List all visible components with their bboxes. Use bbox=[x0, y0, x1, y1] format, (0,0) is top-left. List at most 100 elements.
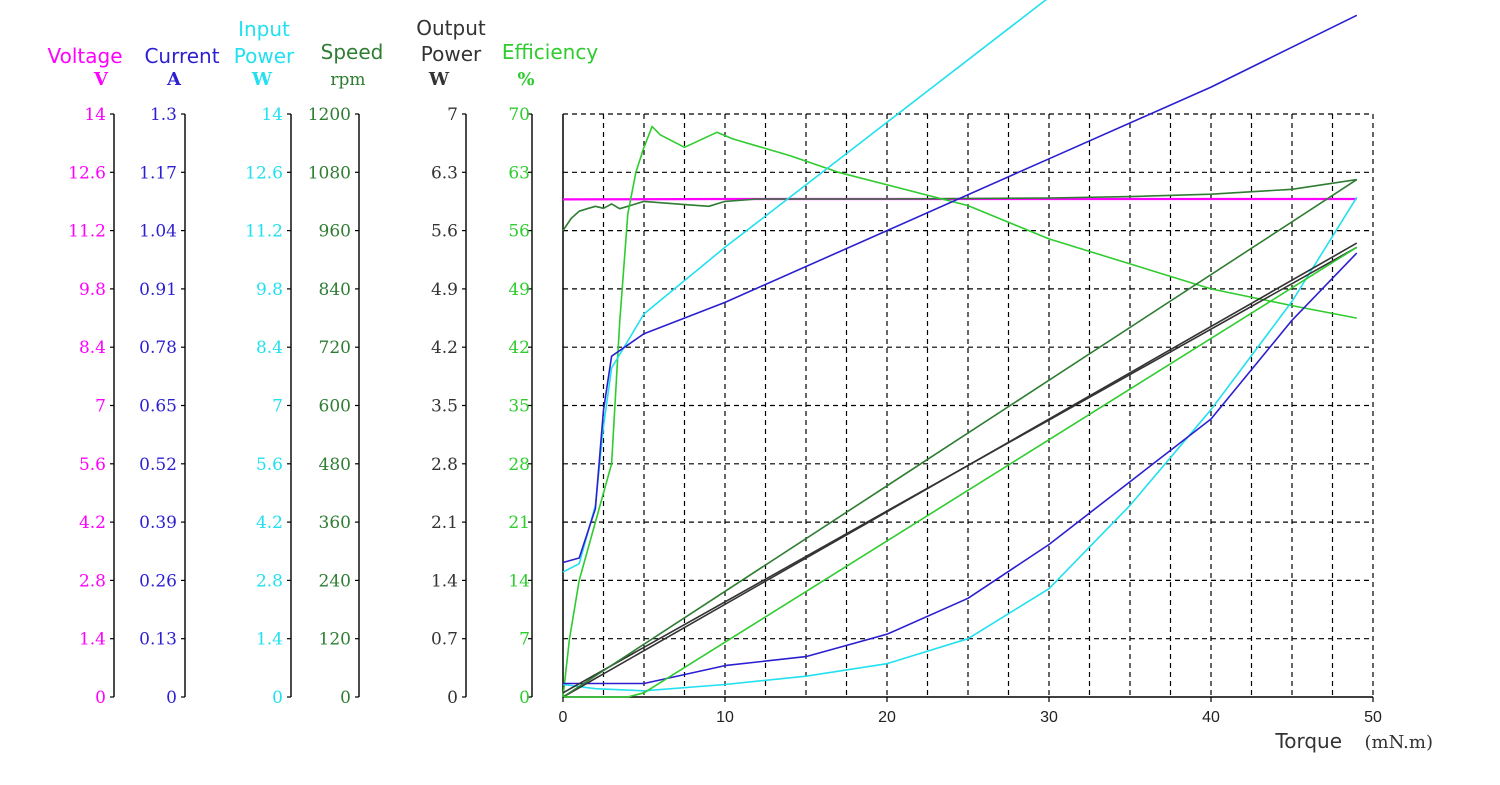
y-axis-speed: Speed rpm 0 120 240 360 480 600 720 840 960 1080 120… bbox=[308, 40, 384, 708]
series-line-current_return bbox=[563, 252, 1358, 685]
y-tick-label: 6.3 bbox=[431, 163, 458, 183]
y-tick-label: 1.3 bbox=[150, 105, 177, 125]
y-tick-label: 0.78 bbox=[139, 338, 177, 358]
series-line-output_power_low bbox=[562, 246, 1358, 694]
y-tick-label: 8.4 bbox=[79, 338, 106, 358]
y-tick-label: 4.9 bbox=[431, 280, 458, 300]
series-line-efficiency bbox=[562, 125, 1357, 698]
x-tick-label: 20 bbox=[878, 709, 896, 726]
y-tick-label: 4.2 bbox=[431, 338, 458, 358]
series-line-input_power_rise bbox=[562, 0, 1047, 573]
y-axis-unit: A bbox=[166, 69, 182, 90]
y-axis-title: Current bbox=[144, 44, 219, 68]
y-tick-label: 8.4 bbox=[256, 338, 283, 358]
y-tick-label: 0 bbox=[340, 688, 351, 708]
y-tick-label: 1.4 bbox=[431, 571, 458, 591]
series-line-speed_rise bbox=[562, 198, 758, 232]
x-axis: Torque (mN.m) 0 10 20 30 40 50 bbox=[559, 697, 1433, 753]
y-tick-label: 600 bbox=[319, 397, 351, 417]
series-line-efficiency_low bbox=[563, 246, 1358, 698]
y-tick-label: 7 bbox=[95, 397, 106, 417]
y-tick-label: 2.8 bbox=[79, 571, 106, 591]
y-tick-label: 2.1 bbox=[431, 513, 458, 533]
y-tick-label: 12.6 bbox=[68, 163, 106, 183]
y-tick-label: 5.6 bbox=[79, 455, 106, 475]
y-tick-label: 720 bbox=[319, 338, 351, 358]
y-tick-label: 0.91 bbox=[139, 280, 177, 300]
y-tick-label: 0.13 bbox=[139, 630, 177, 650]
y-tick-label: 1080 bbox=[308, 163, 351, 183]
y-tick-label: 0 bbox=[272, 688, 283, 708]
grid bbox=[562, 113, 1374, 698]
series-line-speed_flat bbox=[757, 178, 1357, 200]
y-tick-label: 0.52 bbox=[139, 455, 177, 475]
y-axis-title: Voltage bbox=[47, 44, 122, 68]
y-axis-title: Output bbox=[416, 16, 486, 40]
y-tick-label: 28 bbox=[508, 455, 530, 475]
x-tick-label: 10 bbox=[716, 709, 734, 726]
y-tick-label: 960 bbox=[319, 222, 351, 242]
series-lines bbox=[562, 0, 1358, 698]
y-tick-label: 4.2 bbox=[256, 513, 283, 533]
x-axis-unit: (mN.m) bbox=[1364, 732, 1433, 753]
y-tick-label: 120 bbox=[319, 630, 351, 650]
y-tick-label: 9.8 bbox=[79, 280, 106, 300]
y-axis-title: Efficiency bbox=[502, 40, 599, 64]
x-tick-label: 0 bbox=[559, 709, 568, 726]
y-tick-label: 0 bbox=[166, 688, 177, 708]
y-axis-unit: W bbox=[428, 69, 450, 90]
y-tick-label: 7 bbox=[447, 105, 458, 125]
y-tick-label: 2.8 bbox=[431, 455, 458, 475]
y-axis-title: Power bbox=[234, 44, 295, 68]
y-tick-label: 3.5 bbox=[431, 397, 458, 417]
y-tick-label: 0 bbox=[447, 688, 458, 708]
y-axis-title: Speed bbox=[321, 40, 384, 64]
y-tick-label: 840 bbox=[319, 280, 351, 300]
y-tick-label: 14 bbox=[508, 571, 530, 591]
y-tick-label: 70 bbox=[508, 105, 530, 125]
y-tick-label: 12.6 bbox=[245, 163, 283, 183]
y-tick-label: 4.2 bbox=[79, 513, 106, 533]
y-axis-unit: V bbox=[93, 69, 109, 90]
series-line-speed_diag bbox=[562, 178, 1358, 698]
y-axis-unit: rpm bbox=[330, 70, 365, 90]
y-tick-label: 9.8 bbox=[256, 280, 283, 300]
y-tick-label: 14 bbox=[84, 105, 106, 125]
y-tick-label: 49 bbox=[508, 280, 530, 300]
y-tick-label: 14 bbox=[261, 105, 283, 125]
y-tick-label: 0.26 bbox=[139, 571, 177, 591]
series-line-input_power_return bbox=[562, 196, 1358, 692]
x-axis-label: Torque bbox=[1274, 729, 1342, 753]
series-line-current_rise bbox=[562, 14, 1358, 564]
y-tick-label: 21 bbox=[508, 513, 530, 533]
y-tick-label: 480 bbox=[319, 455, 351, 475]
y-tick-label: 1.17 bbox=[139, 163, 177, 183]
y-tick-label: 0.39 bbox=[139, 513, 177, 533]
y-tick-label: 63 bbox=[508, 163, 530, 183]
y-tick-label: 5.6 bbox=[256, 455, 283, 475]
y-tick-label: 7 bbox=[519, 630, 530, 650]
y-tick-label: 240 bbox=[319, 571, 351, 591]
y-axis-title: Input bbox=[238, 17, 290, 41]
x-tick-label: 30 bbox=[1040, 709, 1058, 726]
y-tick-label: 360 bbox=[319, 513, 351, 533]
y-tick-label: 0.65 bbox=[139, 397, 177, 417]
y-axis-unit: W bbox=[251, 69, 273, 90]
y-axis-unit: % bbox=[517, 69, 534, 90]
y-tick-label: 0 bbox=[95, 688, 106, 708]
y-tick-label: 1.4 bbox=[256, 630, 283, 650]
y-tick-label: 1200 bbox=[308, 105, 351, 125]
y-tick-label: 1.04 bbox=[139, 222, 177, 242]
y-axis-title: Power bbox=[421, 42, 482, 66]
y-tick-label: 11.2 bbox=[68, 222, 106, 242]
x-tick-label: 50 bbox=[1364, 709, 1382, 726]
y-tick-label: 7 bbox=[272, 397, 283, 417]
y-tick-label: 5.6 bbox=[431, 222, 458, 242]
y-tick-label: 11.2 bbox=[245, 222, 283, 242]
y-tick-label: 56 bbox=[508, 222, 530, 242]
x-tick-label: 40 bbox=[1202, 709, 1220, 726]
